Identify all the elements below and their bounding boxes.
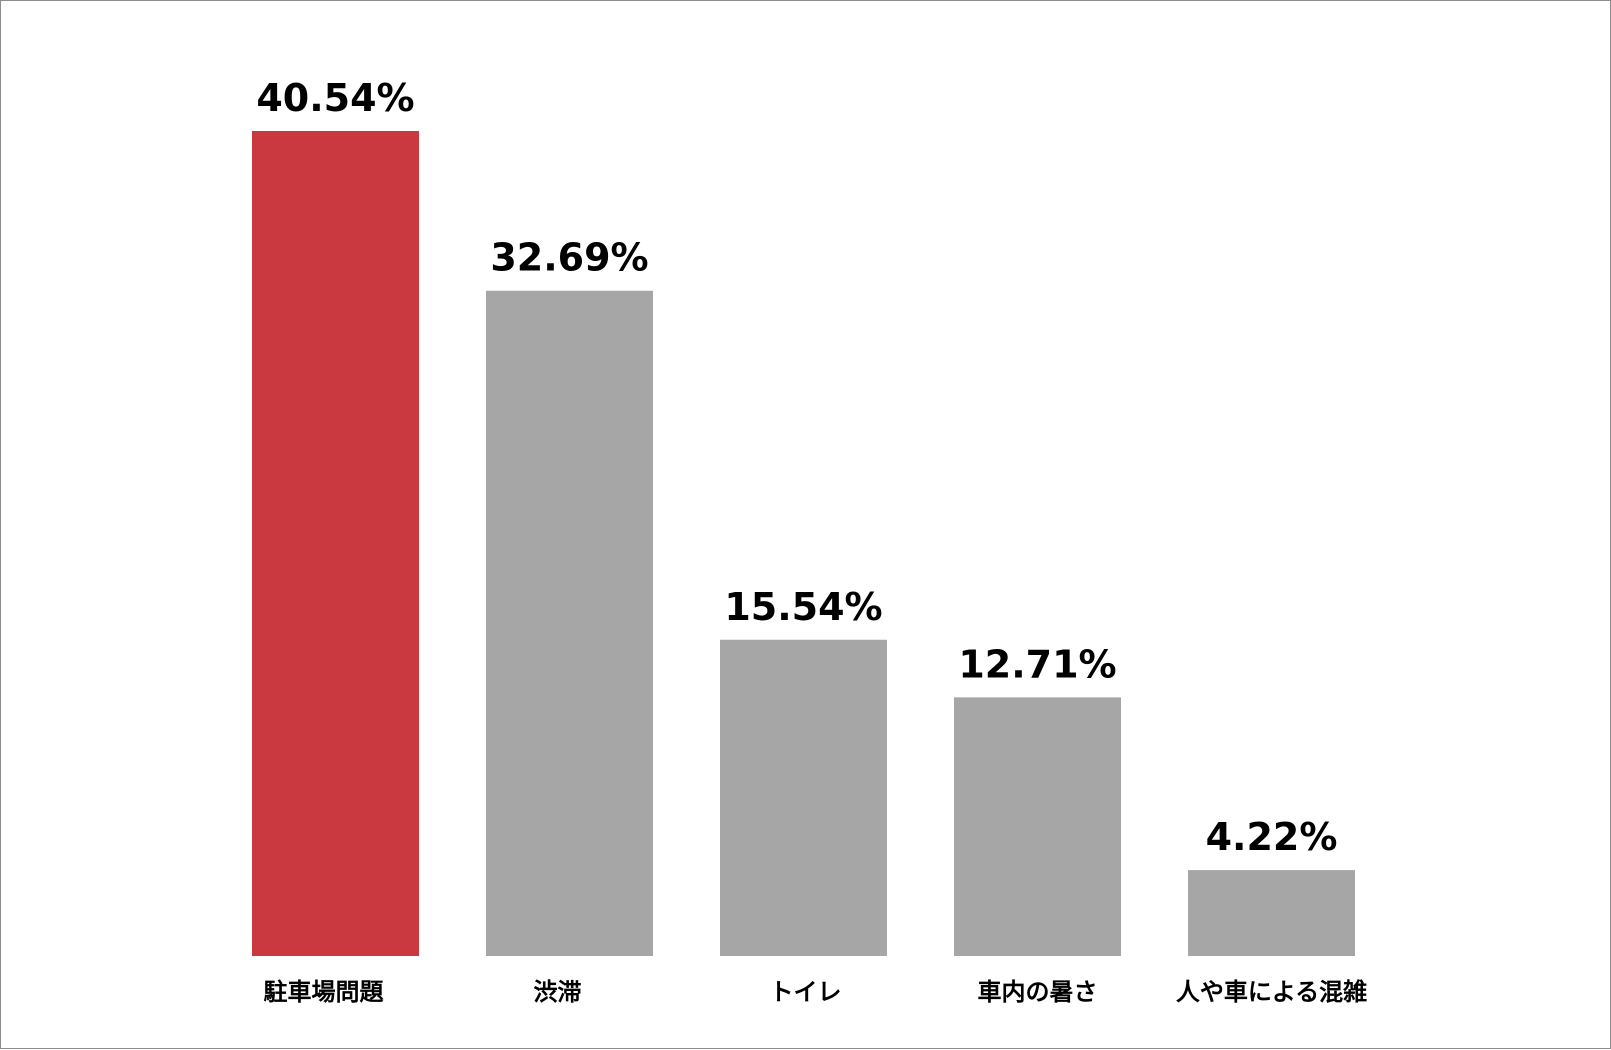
category-label-4: 人や車による混雑 [1176,978,1367,1006]
category-label-3: 車内の暑さ [978,978,1098,1006]
category-label-0: 駐車場問題 [264,978,385,1006]
bar-0 [252,131,419,956]
bar-value-label-2: 15.54% [724,585,882,629]
value-labels-layer: 40.54% 32.69% 15.54% 12.71% 4.22% [256,76,1337,859]
bar-2 [720,639,887,956]
bar-1 [486,290,653,956]
bar-value-label-0: 40.54% [256,76,414,120]
category-label-2: トイレ [770,978,842,1006]
bars-layer [252,131,1355,956]
category-labels-layer: 駐車場問題 渋滞 トイレ 車内の暑さ 人や車による混雑 [264,978,1368,1006]
bar-4 [1188,870,1355,956]
bar-3 [954,697,1121,956]
category-label-1: 渋滞 [534,978,582,1006]
bar-value-label-4: 4.22% [1206,815,1338,859]
bar-value-label-3: 12.71% [958,642,1116,686]
bar-value-label-1: 32.69% [490,236,648,280]
